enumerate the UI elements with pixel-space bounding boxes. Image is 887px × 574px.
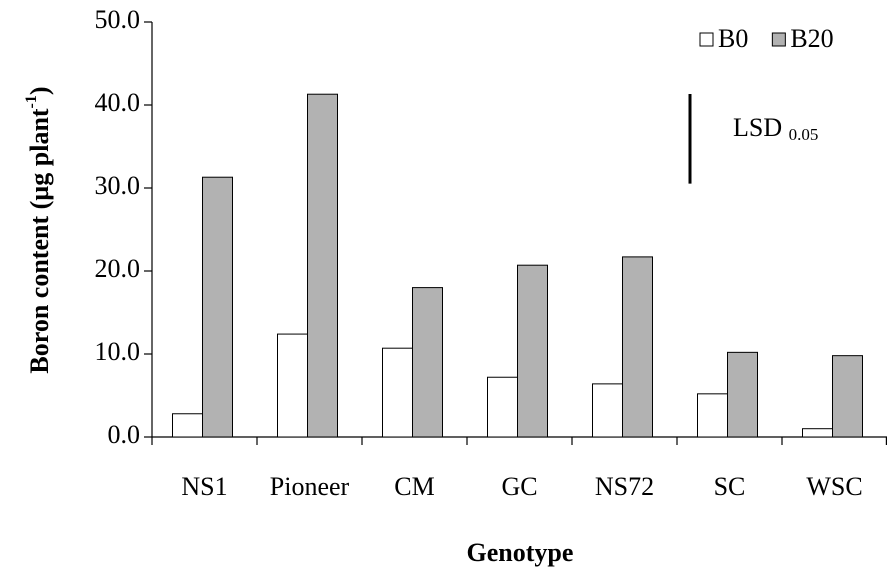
- x-tick-label: NS72: [595, 472, 654, 501]
- legend-label: B0: [718, 24, 748, 53]
- x-tick-label: CM: [394, 472, 434, 501]
- y-tick-label: 30.0: [95, 171, 141, 200]
- bar: [172, 413, 203, 438]
- y-tick-label: 50.0: [95, 5, 141, 34]
- lsd-text: LSD: [733, 113, 789, 142]
- y-axis-title: Boron content (µg plant-1): [23, 86, 54, 373]
- x-tick-label: SC: [714, 472, 746, 501]
- bar: [202, 176, 233, 438]
- y-tick-label: 10.0: [95, 337, 141, 366]
- lsd-subscript: 0.05: [789, 125, 819, 144]
- lsd-label: LSD 0.05: [733, 113, 818, 144]
- bar: [622, 256, 653, 438]
- bar: [832, 355, 863, 438]
- bar: [697, 393, 728, 438]
- bar: [727, 351, 758, 438]
- y-axis-title-main: Boron content (µg plant: [25, 108, 54, 373]
- bar: [592, 383, 623, 438]
- bar: [487, 376, 518, 438]
- y-tick-label: 20.0: [95, 254, 141, 283]
- y-axis-title-end: ): [25, 86, 54, 95]
- x-axis-title: Genotype: [467, 538, 574, 567]
- bar: [412, 287, 443, 438]
- bar: [802, 428, 833, 438]
- y-tick-label: 0.0: [108, 420, 141, 449]
- x-tick-label: GC: [501, 472, 537, 501]
- bar: [307, 93, 338, 438]
- x-tick-label: WSC: [806, 472, 862, 501]
- legend-swatch: [699, 32, 714, 47]
- x-tick-label: NS1: [181, 472, 227, 501]
- bar: [382, 347, 413, 438]
- bar: [277, 333, 308, 438]
- legend-swatch: [771, 32, 786, 47]
- y-axis-title-sup: -1: [23, 95, 40, 108]
- bar: [517, 264, 548, 438]
- x-tick-label: Pioneer: [270, 472, 350, 501]
- legend-label: B20: [790, 24, 833, 53]
- y-tick-label: 40.0: [95, 88, 141, 117]
